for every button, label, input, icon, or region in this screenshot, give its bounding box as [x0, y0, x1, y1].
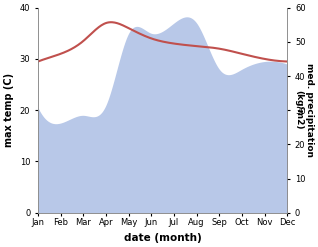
Y-axis label: max temp (C): max temp (C) — [4, 73, 14, 147]
X-axis label: date (month): date (month) — [124, 233, 202, 243]
Y-axis label: med. precipitation
(kg/m2): med. precipitation (kg/m2) — [294, 63, 314, 157]
